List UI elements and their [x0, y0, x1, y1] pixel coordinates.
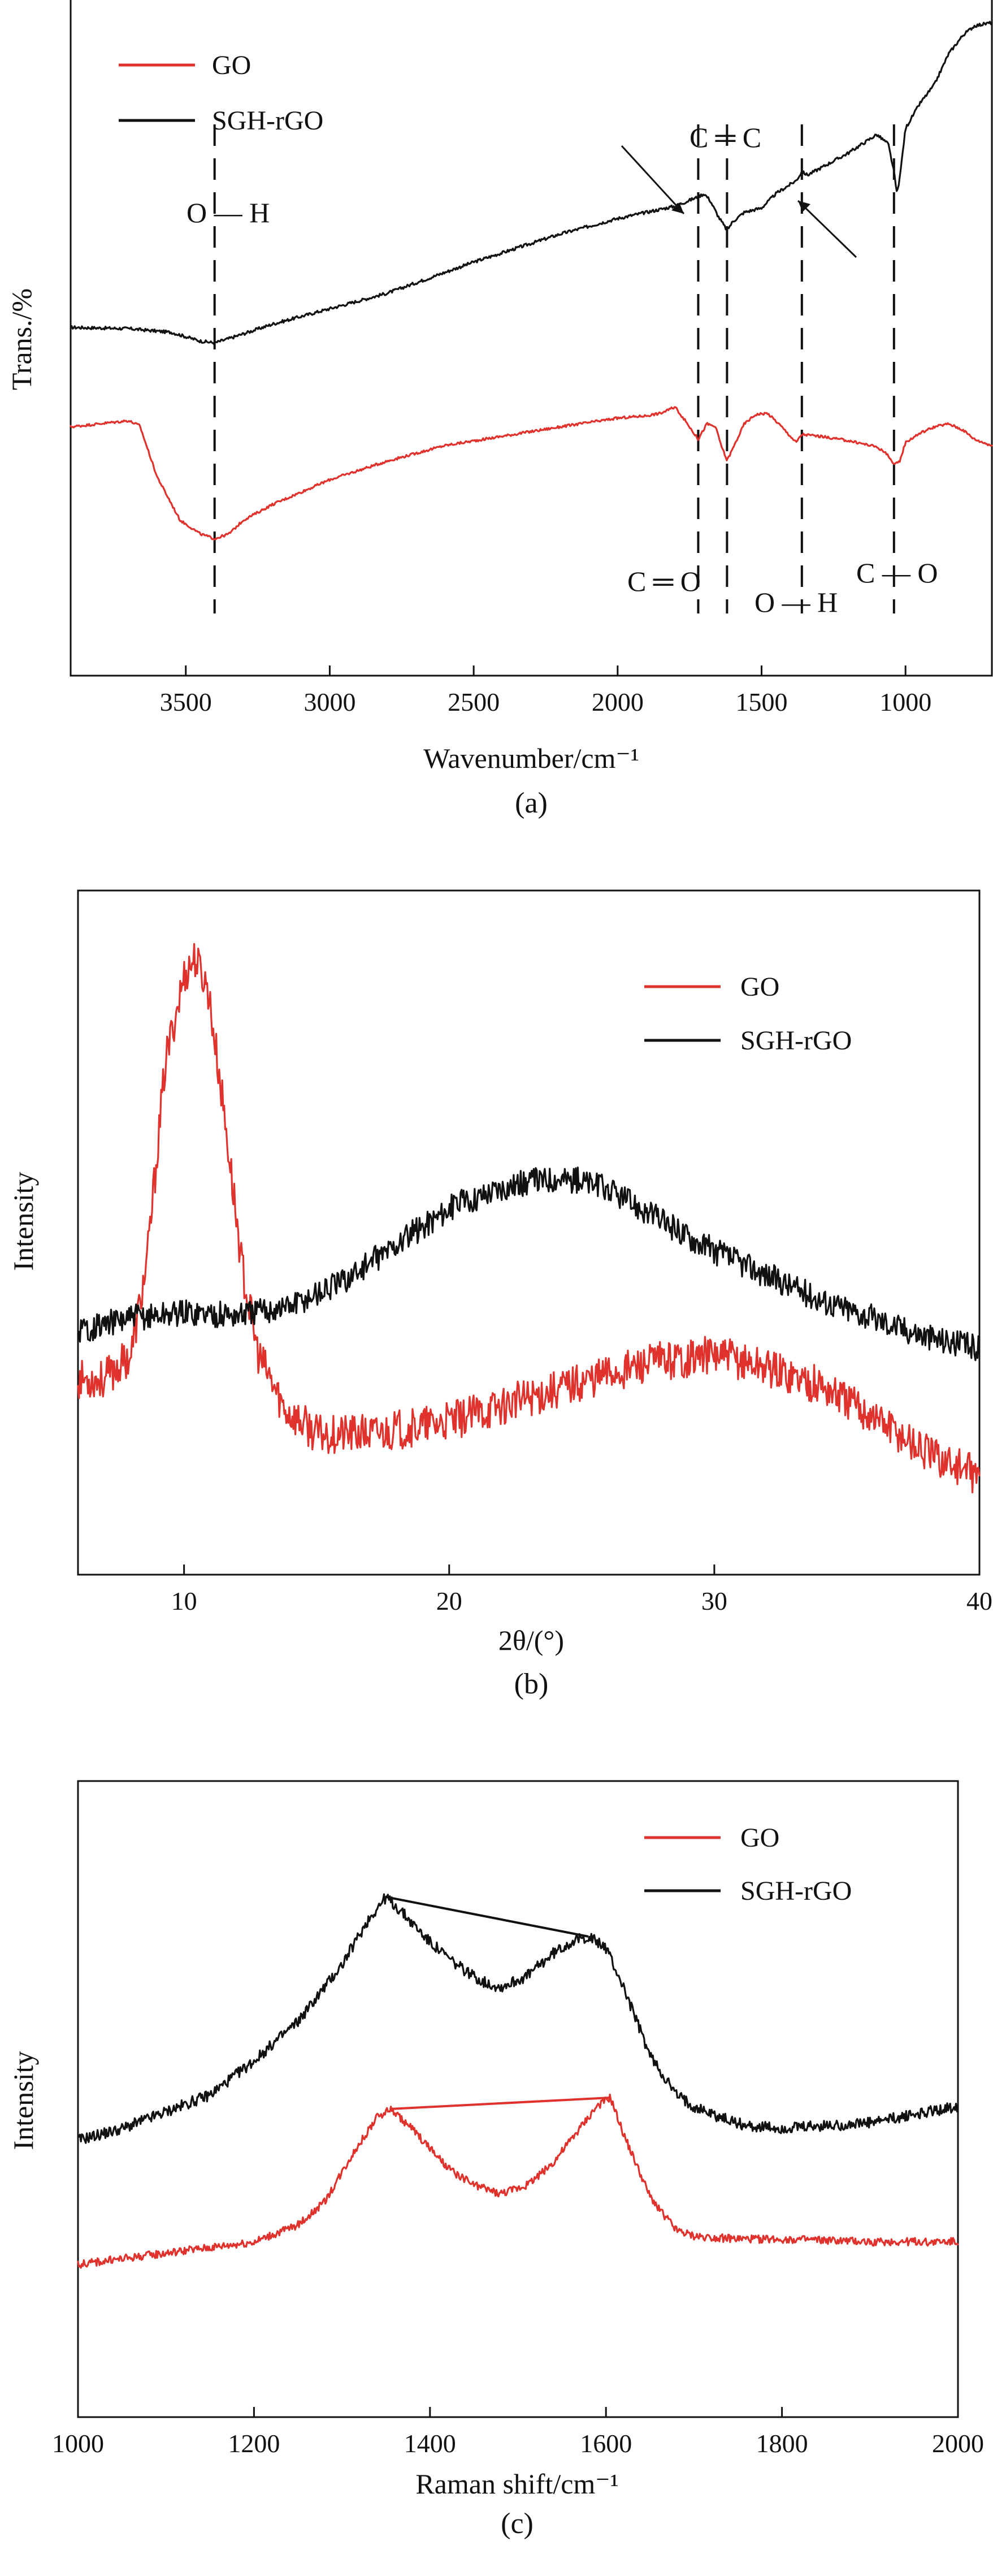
legend-label-sgh-rgo: SGH-rGO: [740, 1026, 852, 1056]
panel-label-a: (a): [515, 787, 548, 819]
xrd-legend: GO SGH-rGO: [644, 972, 852, 1056]
x-tick-label: 1400: [404, 2429, 456, 2458]
series-line-go: [77, 2093, 959, 2269]
panel-label-b: (b): [514, 1668, 549, 1700]
x-tick-label: 20: [436, 1587, 462, 1615]
xrd-y-axis-label: Intensity: [7, 1172, 39, 1271]
ftir-x-ticks: 3500 3000 2500 2000 1500 1000: [160, 665, 931, 716]
raman-panel: 1000 1200 1400 1600 1800 2000 GO SGH-rGO Inte…: [7, 1780, 984, 2540]
x-tick-label: 10: [171, 1587, 197, 1615]
x-tick-label: 2500: [448, 688, 500, 716]
xrd-panel: 10 20 30 40 GO SGH-rGO Intensity 2θ/(°) (b): [7, 889, 992, 1700]
peak-connector: [385, 1896, 589, 1938]
ftir-guide-lines: [213, 124, 895, 613]
ftir-x-axis-label: Wavenumber/cm⁻¹: [423, 742, 639, 774]
x-tick-label: 40: [966, 1587, 992, 1615]
peak-connector: [390, 2097, 611, 2110]
series-line-sgh-rgo: [77, 1893, 959, 2144]
ftir-y-axis-label: Trans./%: [6, 288, 37, 390]
ftir-annotation-co-double: C ═ O: [627, 565, 701, 597]
legend-label-go: GO: [740, 1823, 779, 1853]
ftir-legend: GO SGH-rGO: [119, 50, 323, 136]
legend-label-sgh-rgo: SGH-rGO: [740, 1876, 852, 1906]
ftir-axes-frame: [70, 0, 993, 677]
ftir-annotation-oh-top: O — H: [187, 197, 270, 228]
xrd-x-ticks: 10 20 30 40: [171, 1564, 992, 1615]
legend-label-go: GO: [212, 50, 251, 80]
raman-y-axis-label: Intensity: [7, 2051, 39, 2150]
raman-x-ticks: 1000 1200 1400 1600 1800 2000: [52, 2407, 984, 2458]
ftir-series: [70, 20, 993, 541]
legend-label-go: GO: [740, 972, 779, 1002]
x-tick-label: 1000: [879, 688, 931, 716]
x-tick-label: 1000: [52, 2429, 104, 2458]
raman-x-axis-label: Raman shift/cm⁻¹: [415, 2468, 618, 2500]
series-line-go: [77, 943, 981, 1494]
x-tick-label: 3000: [303, 688, 355, 716]
ftir-annotation-cc: C ═ C: [690, 122, 761, 153]
ftir-arrow-left: [621, 145, 685, 215]
x-tick-label: 3500: [160, 688, 212, 716]
panel-label-c: (c): [501, 2508, 534, 2540]
x-tick-label: 1800: [756, 2429, 808, 2458]
x-tick-label: 30: [701, 1587, 727, 1615]
series-line-sgh-rgo: [77, 1166, 981, 1362]
series-line-go: [70, 406, 993, 541]
raman-series: [77, 1893, 959, 2269]
series-line-sgh-rgo: [70, 20, 993, 345]
raman-peak-connectors: [385, 1896, 611, 2110]
x-tick-label: 1500: [736, 688, 788, 716]
x-tick-label: 2000: [592, 688, 644, 716]
x-tick-label: 1200: [228, 2429, 280, 2458]
ftir-annotation-co-single: C — O: [856, 557, 938, 589]
raman-axes-frame: [77, 1780, 959, 2418]
x-tick-label: 2000: [932, 2429, 984, 2458]
ftir-panel: 3500 3000 2500 2000 1500 1000 O — H C ═ C C ═…: [6, 0, 993, 819]
xrd-series: [77, 943, 981, 1494]
raman-legend: GO SGH-rGO: [644, 1823, 852, 1906]
legend-label-sgh-rgo: SGH-rGO: [212, 106, 323, 136]
ftir-annotation-oh-bottom: O — H: [754, 586, 838, 618]
x-tick-label: 1600: [580, 2429, 632, 2458]
xrd-axes-frame: [77, 889, 981, 1576]
xrd-x-axis-label: 2θ/(°): [498, 1624, 564, 1656]
ftir-arrow-right: [797, 200, 857, 258]
